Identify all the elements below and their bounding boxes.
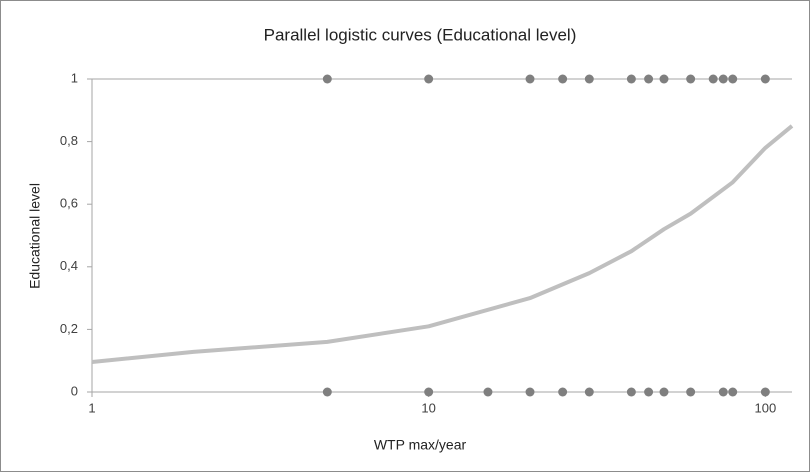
point xyxy=(708,74,718,84)
point xyxy=(424,387,434,397)
point xyxy=(728,74,738,84)
point xyxy=(322,387,332,397)
point xyxy=(686,74,696,84)
y-tick-label: 1 xyxy=(71,70,78,85)
point xyxy=(718,387,728,397)
curve xyxy=(91,124,794,364)
point xyxy=(584,387,594,397)
y-tick-label: 0,8 xyxy=(60,133,78,148)
point xyxy=(760,387,770,397)
x-tick-label: 10 xyxy=(421,400,435,415)
point xyxy=(558,387,568,397)
point xyxy=(483,387,493,397)
point xyxy=(424,74,434,84)
point xyxy=(659,74,669,84)
x-tick-label: 100 xyxy=(754,400,776,415)
y-tick-label: 0,4 xyxy=(60,258,78,273)
point xyxy=(659,387,669,397)
point xyxy=(760,74,770,84)
y-tick-label: 0,6 xyxy=(60,196,78,211)
point xyxy=(718,74,728,84)
point xyxy=(525,74,535,84)
point xyxy=(644,74,654,84)
y-tick-label: 0,2 xyxy=(60,321,78,336)
point xyxy=(626,74,636,84)
point xyxy=(644,387,654,397)
point xyxy=(558,74,568,84)
y-axis-label: Educational level xyxy=(27,183,43,289)
x-axis-label: WTP max/year xyxy=(374,437,467,453)
point xyxy=(584,74,594,84)
y-tick-label: 0 xyxy=(71,383,78,398)
point xyxy=(322,74,332,84)
chart-title: Parallel logistic curves (Educational le… xyxy=(264,25,577,44)
point xyxy=(728,387,738,397)
point xyxy=(626,387,636,397)
point xyxy=(686,387,696,397)
x-tick-label: 1 xyxy=(88,400,95,415)
point xyxy=(525,387,535,397)
